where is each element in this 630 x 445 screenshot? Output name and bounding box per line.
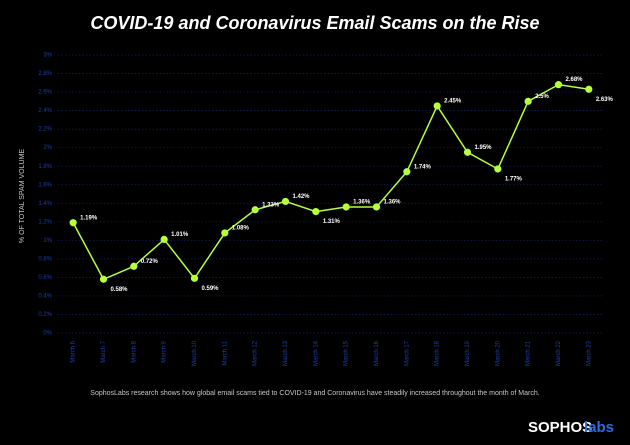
data-point	[403, 168, 411, 176]
x-tick-label: March 7	[101, 340, 107, 362]
data-point	[99, 275, 108, 283]
data-point	[160, 235, 168, 244]
data-label: 1.36%	[353, 200, 371, 206]
y-tick-label: 2.4%	[38, 108, 52, 114]
data-point	[463, 148, 472, 156]
x-tick-label: March 23	[586, 340, 592, 366]
data-label: 1.31%	[323, 219, 341, 225]
x-tick-label: March 21	[526, 340, 532, 366]
y-tick-label: 2.6%	[38, 90, 52, 96]
data-label: 1.36%	[384, 200, 402, 206]
data-label: 1.77%	[505, 177, 523, 183]
data-point	[372, 203, 381, 211]
y-tick-label: 1.2%	[38, 219, 52, 225]
y-axis-label: % OF TOTAL SPAM VOLUME	[19, 149, 26, 243]
data-label: 1.74%	[414, 164, 432, 170]
data-point	[494, 165, 502, 173]
data-label: 0.72%	[141, 259, 159, 265]
x-tick-label: March 6	[71, 340, 77, 362]
data-label: 1.33%	[262, 202, 280, 208]
x-tick-label: March 13	[283, 340, 289, 366]
y-tick-label: 0.8%	[38, 256, 52, 262]
x-tick-label: March 12	[253, 340, 259, 366]
x-tick-label: March 10	[192, 340, 198, 366]
data-point	[130, 262, 138, 270]
data-point	[554, 81, 563, 89]
data-point	[433, 102, 441, 110]
x-tick-label: March 14	[313, 340, 319, 366]
x-tick-label: March 18	[435, 340, 441, 366]
y-tick-label: 0%	[43, 331, 52, 337]
x-tick-label: March 9	[162, 340, 168, 362]
data-label: 1.01%	[171, 232, 189, 238]
data-point	[524, 97, 532, 105]
data-point	[342, 203, 350, 211]
data-label: 0.59%	[202, 286, 220, 292]
logo-brand: SOPHOS	[528, 419, 592, 436]
caption: SophosLabs research shows how global ema…	[90, 390, 539, 397]
y-tick-label: 0.6%	[38, 275, 52, 281]
x-tick-label: March 16	[374, 340, 380, 366]
data-label: 1.95%	[475, 145, 493, 151]
data-point	[585, 85, 593, 93]
y-tick-label: 1.4%	[38, 201, 52, 207]
y-tick-label: 1%	[43, 238, 52, 244]
x-tick-label: March 19	[465, 340, 471, 366]
y-tick-label: 2%	[43, 145, 52, 151]
y-tick-label: 1.8%	[38, 164, 52, 170]
y-tick-label: 2.2%	[38, 127, 52, 133]
x-tick-label: March 11	[222, 340, 228, 365]
x-tick-label: March 22	[556, 340, 562, 366]
x-tick-label: March 17	[404, 340, 410, 366]
data-point	[281, 197, 290, 206]
y-tick-label: 2.8%	[38, 71, 52, 77]
y-tick-label: 3%	[43, 53, 52, 59]
x-tick-label: March 20	[495, 340, 501, 366]
data-point	[69, 219, 77, 227]
data-label: 0.58%	[111, 287, 129, 293]
data-label: 2.68%	[566, 77, 584, 83]
x-tick-label: March 15	[344, 340, 350, 366]
data-point	[251, 206, 259, 214]
data-point	[221, 229, 229, 237]
y-tick-label: 0.4%	[38, 294, 52, 300]
y-tick-label: 0.2%	[38, 312, 52, 318]
x-tick-label: March 8	[131, 340, 137, 362]
data-label: 2.5%	[535, 94, 549, 100]
y-tick-label: 1.6%	[38, 182, 52, 188]
chart-title: COVID-19 and Coronavirus Email Scams on …	[90, 13, 539, 33]
logo-suffix: labs	[584, 419, 614, 436]
data-point	[190, 274, 199, 282]
data-label: 1.42%	[293, 194, 311, 200]
data-label: 1.19%	[80, 215, 98, 221]
data-label: 2.45%	[444, 99, 462, 105]
data-line	[72, 83, 589, 281]
data-point	[312, 208, 320, 216]
data-label: 1.08%	[232, 225, 250, 231]
data-label: 2.63%	[596, 97, 614, 103]
